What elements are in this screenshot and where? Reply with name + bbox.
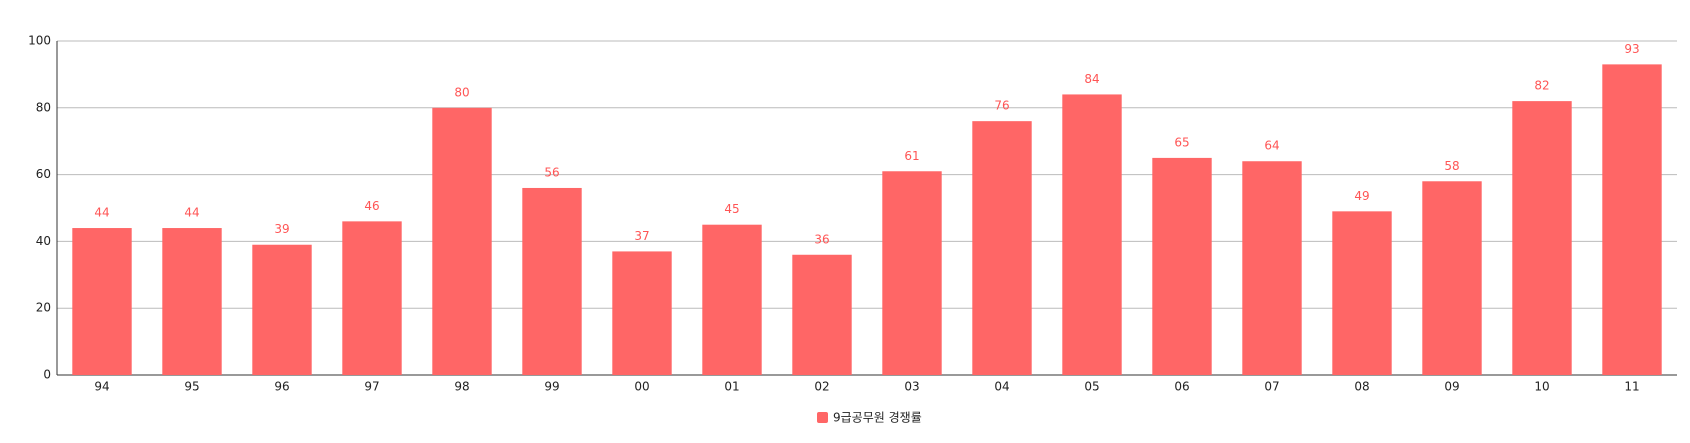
x-tick-label: 97: [364, 380, 379, 394]
y-tick-label: 40: [36, 234, 51, 248]
value-label: 65: [1174, 135, 1189, 149]
x-tick-label: 05: [1084, 380, 1099, 394]
bar: [612, 251, 672, 375]
bar: [1512, 101, 1572, 376]
y-tick-label: 80: [36, 100, 51, 114]
value-label: 76: [994, 99, 1009, 113]
value-label: 84: [1084, 72, 1099, 86]
x-tick-label: 03: [904, 380, 919, 394]
bar: [1332, 211, 1392, 375]
value-label: 58: [1444, 159, 1459, 173]
legend-swatch: [817, 412, 828, 423]
bar: [1062, 94, 1122, 375]
value-label: 56: [544, 165, 559, 179]
x-tick-label: 96: [274, 380, 289, 394]
bar: [342, 221, 402, 375]
value-label: 93: [1624, 42, 1639, 56]
y-tick-label: 100: [28, 34, 51, 48]
x-tick-label: 10: [1534, 380, 1549, 394]
bar: [1422, 181, 1482, 375]
value-label: 39: [274, 222, 289, 236]
y-tick-label: 60: [36, 167, 51, 181]
value-label: 82: [1534, 79, 1549, 93]
x-tick-label: 09: [1444, 380, 1459, 394]
y-tick-label: 20: [36, 301, 51, 315]
value-label: 46: [364, 199, 379, 213]
x-tick-label: 99: [544, 380, 559, 394]
x-tick-label: 11: [1624, 380, 1639, 394]
x-tick-label: 94: [94, 380, 109, 394]
bar: [252, 244, 312, 375]
legend-label: 9급공무원 경쟁률: [833, 411, 922, 425]
value-label: 61: [904, 149, 919, 163]
value-label: 80: [454, 85, 469, 99]
x-tick-label: 06: [1174, 380, 1189, 394]
bar: [1242, 161, 1302, 375]
bar: [72, 228, 132, 375]
bar: [522, 187, 582, 375]
value-label: 44: [184, 206, 199, 220]
bar: [702, 224, 762, 375]
x-tick-label: 01: [724, 380, 739, 394]
bar: [162, 228, 222, 375]
bar: [792, 254, 852, 375]
bar: [972, 121, 1032, 375]
value-label: 37: [634, 229, 649, 243]
x-tick-label: 08: [1354, 380, 1369, 394]
bar: [1602, 64, 1662, 375]
value-label: 36: [814, 232, 829, 246]
x-tick-label: 04: [994, 380, 1009, 394]
x-tick-label: 98: [454, 380, 469, 394]
bar: [882, 171, 942, 375]
value-label: 44: [94, 206, 109, 220]
x-tick-label: 07: [1264, 380, 1279, 394]
bar: [432, 107, 492, 376]
bar: [1152, 157, 1212, 375]
value-label: 64: [1264, 139, 1279, 153]
value-label: 45: [724, 202, 739, 216]
x-tick-label: 95: [184, 380, 199, 394]
y-tick-label: 0: [43, 368, 51, 382]
x-tick-label: 02: [814, 380, 829, 394]
value-label: 49: [1354, 189, 1369, 203]
x-tick-label: 00: [634, 380, 649, 394]
